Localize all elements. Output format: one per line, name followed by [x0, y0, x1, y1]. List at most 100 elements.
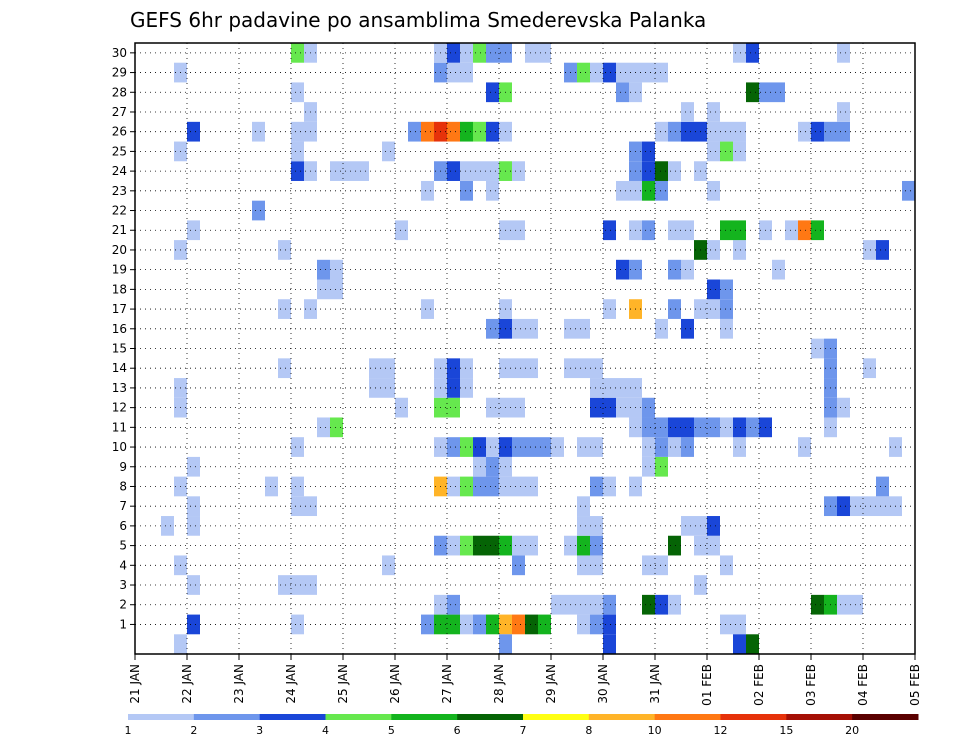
heatmap-cell	[486, 456, 499, 477]
heatmap-cell	[187, 614, 200, 635]
heatmap-cell	[525, 358, 538, 379]
heatmap-cell	[642, 180, 655, 201]
heatmap-cell	[772, 259, 785, 280]
heatmap-cell	[447, 397, 460, 418]
colorbar-label: 12	[714, 724, 728, 737]
x-tick-label: 04 FEB	[856, 664, 870, 706]
y-axis: 1234567891011121314151617181920212223242…	[112, 46, 135, 631]
heatmap-cell	[278, 240, 291, 260]
heatmap-cell	[460, 180, 473, 201]
heatmap-cell	[538, 43, 551, 63]
heatmap-cell	[733, 220, 746, 241]
y-tick-label: 12	[112, 401, 127, 415]
heatmap-cell	[421, 299, 434, 319]
heatmap-cell	[577, 318, 590, 339]
colorbar-segment	[588, 714, 656, 720]
heatmap-cell	[668, 161, 681, 181]
heatmap-cell	[187, 575, 200, 595]
y-tick-label: 11	[112, 420, 127, 434]
heatmap-cell	[642, 141, 655, 162]
heatmap-cell	[681, 102, 694, 122]
x-tick-label: 22 JAN	[180, 664, 194, 704]
heatmap-cell	[616, 378, 629, 398]
colorbar-segment	[128, 714, 195, 720]
heatmap-cell	[616, 62, 629, 83]
heatmap-cell	[382, 141, 395, 162]
y-tick-label: 25	[112, 144, 127, 158]
heatmap-cell	[577, 516, 590, 536]
heatmap-cell	[330, 279, 343, 300]
colorbar-label: 4	[322, 724, 329, 737]
heatmap-cell	[486, 437, 499, 457]
heatmap-cell	[707, 180, 720, 201]
y-tick-label: 19	[112, 263, 127, 277]
heatmap-cell	[252, 121, 265, 142]
heatmap-cell	[733, 240, 746, 260]
heatmap-cell	[720, 121, 733, 142]
heatmap-cell	[642, 161, 655, 181]
heatmap-cell	[681, 318, 694, 339]
heatmap-cell	[655, 318, 668, 339]
heatmap-cell	[187, 496, 200, 517]
colorbar-label: 15	[779, 724, 793, 737]
heatmap-cell	[590, 358, 603, 379]
y-tick-label: 3	[119, 578, 127, 592]
heatmap-cell	[174, 634, 187, 654]
heatmap-cell	[603, 476, 616, 497]
y-tick-label: 23	[112, 184, 127, 198]
y-tick-label: 9	[119, 460, 127, 474]
heatmap-cell	[733, 614, 746, 635]
heatmap-cell	[395, 220, 408, 241]
heatmap-cell	[876, 496, 889, 517]
heatmap-cell	[486, 180, 499, 201]
heatmap-cell	[473, 535, 486, 556]
heatmap-cell	[291, 614, 304, 635]
heatmap-cell	[447, 121, 460, 142]
heatmap-cell	[512, 161, 525, 181]
colorbar-label: 8	[585, 724, 592, 737]
colorbar-segment	[457, 714, 524, 720]
heatmap-cell	[798, 121, 811, 142]
heatmap-cell	[837, 397, 850, 418]
heatmap-cell	[590, 397, 603, 418]
heatmap-cell	[291, 575, 304, 595]
heatmap-cell	[902, 180, 915, 201]
heatmap-cell	[746, 417, 759, 438]
heatmap-cell	[590, 516, 603, 536]
heatmap-cell	[460, 535, 473, 556]
heatmap-cell	[590, 378, 603, 398]
y-tick-label: 4	[119, 558, 127, 572]
y-tick-label: 30	[112, 46, 127, 60]
heatmap-cell	[525, 43, 538, 63]
heatmap-cell	[577, 535, 590, 556]
heatmap-cell	[590, 476, 603, 497]
x-tick-label: 28 JAN	[492, 664, 506, 704]
colorbar-segment	[852, 714, 919, 720]
colorbar-segment	[193, 714, 261, 720]
y-tick-label: 1	[119, 617, 127, 631]
heatmap-cell	[486, 82, 499, 103]
heatmap-cell	[772, 82, 785, 103]
heatmap-cell	[486, 318, 499, 339]
x-tick-label: 29 JAN	[544, 664, 558, 704]
heatmap-cell	[603, 397, 616, 418]
heatmap-cell	[512, 358, 525, 379]
heatmap-cell	[655, 62, 668, 83]
heatmap-cell	[486, 614, 499, 635]
y-tick-label: 20	[112, 243, 127, 257]
y-tick-label: 29	[112, 66, 127, 80]
heatmap-cell	[447, 62, 460, 83]
heatmap-cell	[616, 180, 629, 201]
heatmap-cell	[447, 43, 460, 63]
y-tick-label: 7	[119, 499, 127, 513]
x-tick-label: 30 JAN	[596, 664, 610, 704]
heatmap-cell	[733, 417, 746, 438]
heatmap-cell	[538, 437, 551, 457]
colorbar-label: 2	[190, 724, 197, 737]
heatmap-cell	[681, 220, 694, 241]
heatmap-cell	[655, 161, 668, 181]
heatmap-cell	[720, 614, 733, 635]
heatmap-cell	[603, 220, 616, 241]
x-tick-label: 24 JAN	[284, 664, 298, 704]
heatmap-cell	[317, 259, 330, 280]
